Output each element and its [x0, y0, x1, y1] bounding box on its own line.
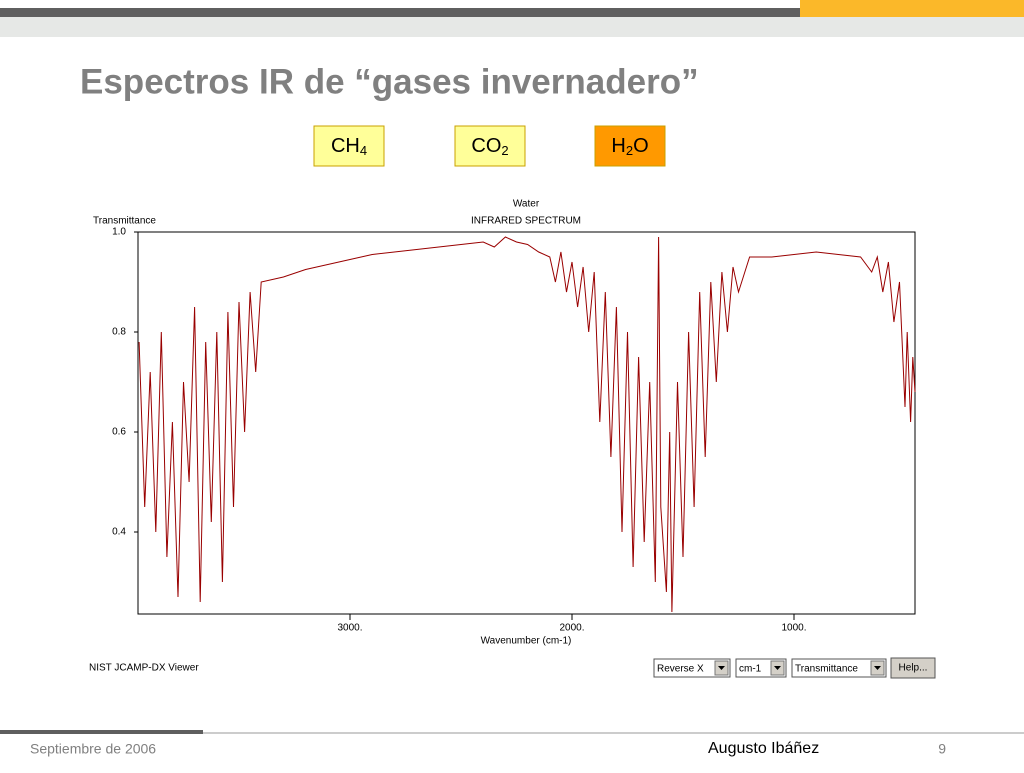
arrow-icon — [718, 666, 725, 670]
x-tick-label: 2000. — [559, 623, 584, 634]
arrow-icon — [774, 666, 781, 670]
y-tick-label: 0.8 — [112, 327, 126, 338]
formula-part: CO — [471, 135, 501, 157]
y-tick-label: 0.4 — [112, 527, 126, 538]
dropdown-label: Reverse X — [657, 664, 704, 675]
y-axis-label: Transmittance — [93, 216, 156, 227]
formula-part: 2 — [501, 143, 508, 158]
x-axis-label: Wavenumber (cm-1) — [481, 636, 572, 647]
chart-title: Water — [513, 199, 540, 210]
formula-label: H2O — [611, 135, 648, 158]
x-tick-label: 1000. — [781, 623, 806, 634]
help-label: Help... — [899, 663, 928, 674]
formula-part: CH — [331, 135, 360, 157]
help-button[interactable] — [890, 657, 936, 679]
page-number: 9 — [938, 741, 946, 757]
y-tick-label: 1.0 — [112, 227, 126, 238]
chart-subtitle: INFRARED SPECTRUM — [471, 216, 581, 227]
dropdown[interactable] — [791, 658, 887, 678]
formula-part: H — [611, 135, 625, 157]
dropdown-label: cm-1 — [739, 664, 762, 675]
top-band — [0, 17, 1024, 37]
plot-frame — [137, 231, 916, 615]
slide-title: Espectros IR de “gases invernadero” — [80, 62, 699, 101]
formula-part: 2 — [626, 143, 633, 158]
x-tick-label: 3000. — [337, 623, 362, 634]
formula-button[interactable] — [594, 125, 666, 167]
top-bar — [0, 8, 800, 17]
spectrum-line — [138, 236, 916, 613]
top-accent — [800, 0, 1024, 17]
formula-part: O — [633, 135, 649, 157]
formula-label: CH4 — [331, 135, 367, 158]
formula-button[interactable] — [454, 125, 526, 167]
footer-date: Septiembre de 2006 — [30, 741, 156, 757]
formula-part: 4 — [360, 143, 367, 158]
y-tick-label: 0.6 — [112, 427, 126, 438]
dropdown-label: Transmittance — [795, 664, 858, 675]
viewer-name: NIST JCAMP-DX Viewer — [89, 663, 199, 674]
formula-label: CO2 — [471, 135, 508, 158]
footer-bar — [0, 730, 203, 734]
footer-author: Augusto Ibáñez — [708, 740, 819, 757]
dropdown[interactable] — [653, 658, 731, 678]
arrow-icon — [874, 666, 881, 670]
formula-button[interactable] — [313, 125, 385, 167]
